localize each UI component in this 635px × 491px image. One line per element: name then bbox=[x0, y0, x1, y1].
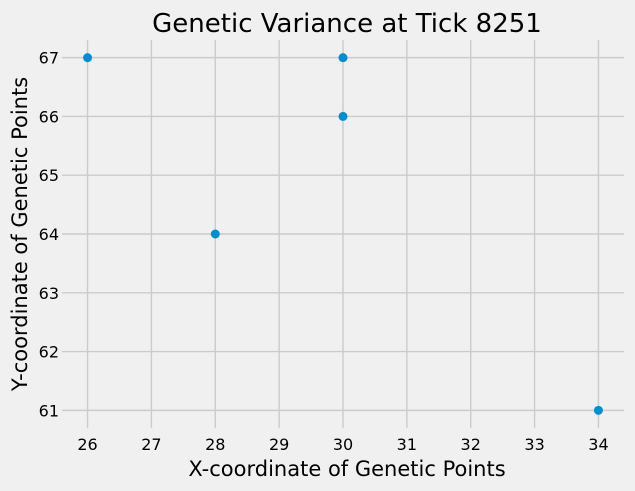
y-tick-label: 62 bbox=[39, 343, 59, 362]
x-tick-label: 30 bbox=[333, 435, 353, 454]
data-point bbox=[338, 53, 348, 63]
x-tick-label: 28 bbox=[205, 435, 225, 454]
x-tick-label: 26 bbox=[77, 435, 97, 454]
grid-lines bbox=[62, 40, 624, 428]
y-tick-label: 65 bbox=[39, 166, 59, 185]
data-points bbox=[83, 53, 603, 415]
x-tick-label: 34 bbox=[588, 435, 608, 454]
x-tick-label: 33 bbox=[524, 435, 544, 454]
y-tick-label: 67 bbox=[39, 49, 59, 68]
x-tick-label: 31 bbox=[397, 435, 417, 454]
y-tick-label: 61 bbox=[39, 401, 59, 420]
x-tick-label: 29 bbox=[269, 435, 289, 454]
data-point bbox=[593, 405, 603, 415]
x-tick-labels: 26 27 28 29 30 31 32 33 34 bbox=[77, 435, 608, 454]
chart-title: Genetic Variance at Tick 8251 bbox=[152, 9, 542, 39]
data-point bbox=[83, 53, 93, 63]
x-tick-label: 27 bbox=[141, 435, 161, 454]
x-axis-label: X-coordinate of Genetic Points bbox=[188, 457, 505, 481]
data-point bbox=[338, 111, 348, 121]
y-axis-label: Y-coordinate of Genetic Points bbox=[8, 77, 32, 392]
y-tick-labels: 61 62 63 64 65 66 67 bbox=[39, 49, 59, 421]
y-tick-label: 66 bbox=[39, 107, 59, 126]
data-point bbox=[210, 229, 220, 239]
y-tick-label: 64 bbox=[39, 225, 59, 244]
y-tick-label: 63 bbox=[39, 284, 59, 303]
x-tick-label: 32 bbox=[461, 435, 481, 454]
